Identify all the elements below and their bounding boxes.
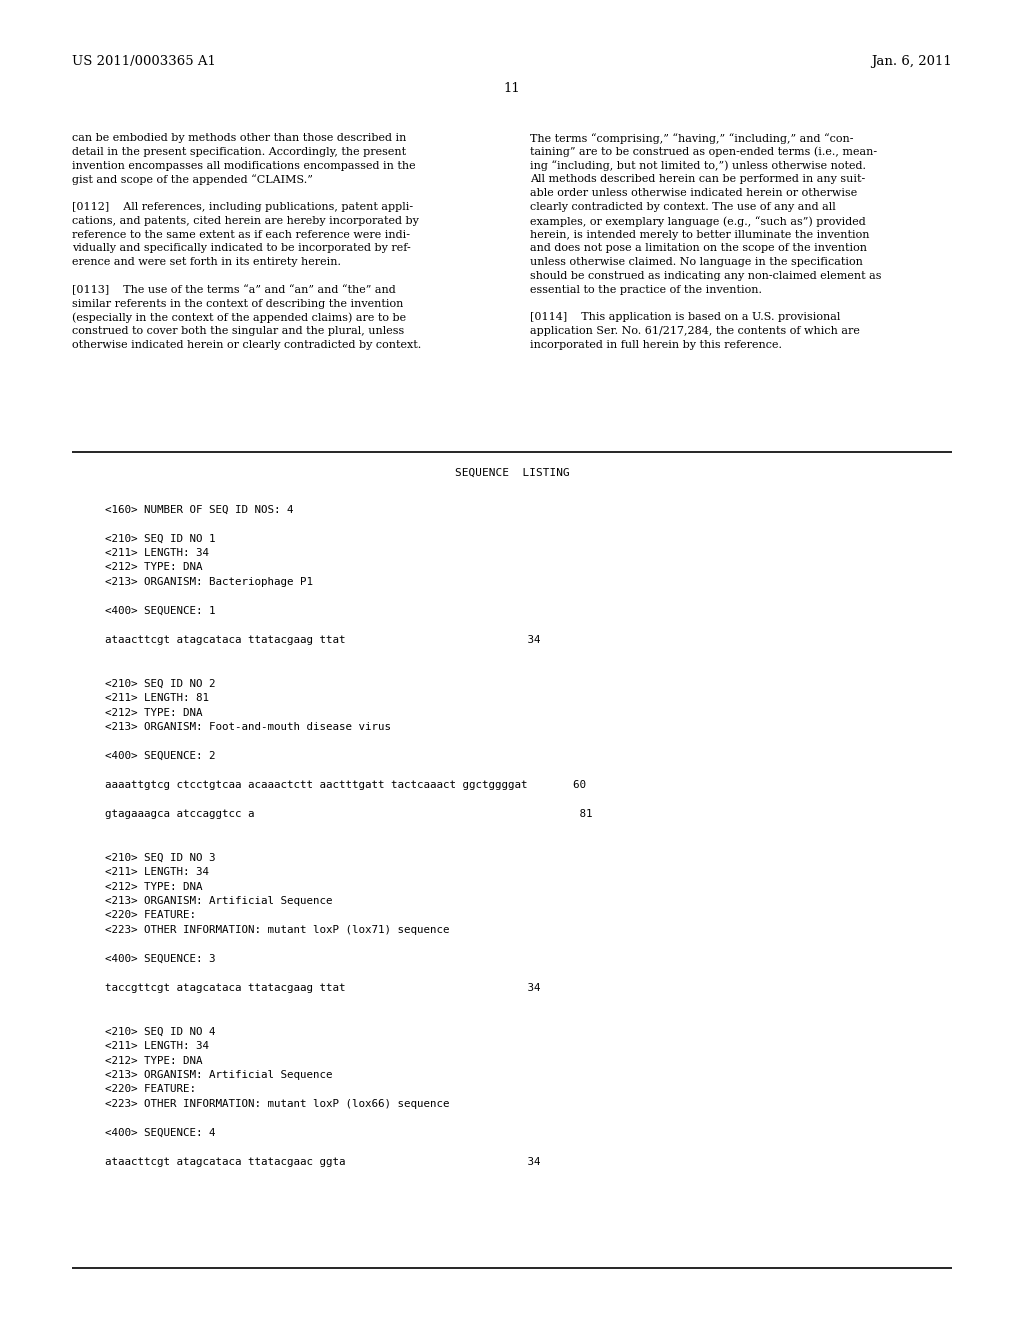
Text: <211> LENGTH: 81: <211> LENGTH: 81 <box>105 693 209 704</box>
Text: <212> TYPE: DNA: <212> TYPE: DNA <box>105 708 203 718</box>
Text: <212> TYPE: DNA: <212> TYPE: DNA <box>105 1056 203 1065</box>
Text: <160> NUMBER OF SEQ ID NOS: 4: <160> NUMBER OF SEQ ID NOS: 4 <box>105 504 294 515</box>
Text: <211> LENGTH: 34: <211> LENGTH: 34 <box>105 867 209 876</box>
Text: ataacttcgt atagcataca ttatacgaac ggta                            34: ataacttcgt atagcataca ttatacgaac ggta 34 <box>105 1158 541 1167</box>
Text: (especially in the context of the appended claims) are to be: (especially in the context of the append… <box>72 313 407 323</box>
Text: essential to the practice of the invention.: essential to the practice of the inventi… <box>530 285 762 294</box>
Text: herein, is intended merely to better illuminate the invention: herein, is intended merely to better ill… <box>530 230 869 240</box>
Text: The terms “comprising,” “having,” “including,” and “con-: The terms “comprising,” “having,” “inclu… <box>530 133 853 144</box>
Text: cations, and patents, cited herein are hereby incorporated by: cations, and patents, cited herein are h… <box>72 215 419 226</box>
Text: examples, or exemplary language (e.g., “such as”) provided: examples, or exemplary language (e.g., “… <box>530 215 865 227</box>
Text: <400> SEQUENCE: 3: <400> SEQUENCE: 3 <box>105 954 215 964</box>
Text: detail in the present specification. Accordingly, the present: detail in the present specification. Acc… <box>72 147 407 157</box>
Text: gtagaaagca atccaggtcc a                                                  81: gtagaaagca atccaggtcc a 81 <box>105 809 593 818</box>
Text: <210> SEQ ID NO 1: <210> SEQ ID NO 1 <box>105 533 215 544</box>
Text: [0113]    The use of the terms “a” and “an” and “the” and: [0113] The use of the terms “a” and “an”… <box>72 285 395 296</box>
Text: <223> OTHER INFORMATION: mutant loxP (lox71) sequence: <223> OTHER INFORMATION: mutant loxP (lo… <box>105 925 450 935</box>
Text: invention encompasses all modifications encompassed in the: invention encompasses all modifications … <box>72 161 416 170</box>
Text: taccgttcgt atagcataca ttatacgaag ttat                            34: taccgttcgt atagcataca ttatacgaag ttat 34 <box>105 983 541 993</box>
Text: <400> SEQUENCE: 4: <400> SEQUENCE: 4 <box>105 1129 215 1138</box>
Text: <211> LENGTH: 34: <211> LENGTH: 34 <box>105 548 209 558</box>
Text: <213> ORGANISM: Artificial Sequence: <213> ORGANISM: Artificial Sequence <box>105 896 333 906</box>
Text: <400> SEQUENCE: 1: <400> SEQUENCE: 1 <box>105 606 215 616</box>
Text: <213> ORGANISM: Artificial Sequence: <213> ORGANISM: Artificial Sequence <box>105 1071 333 1080</box>
Text: <220> FEATURE:: <220> FEATURE: <box>105 911 196 920</box>
Text: SEQUENCE  LISTING: SEQUENCE LISTING <box>455 469 569 478</box>
Text: unless otherwise claimed. No language in the specification: unless otherwise claimed. No language in… <box>530 257 863 267</box>
Text: ataacttcgt atagcataca ttatacgaag ttat                            34: ataacttcgt atagcataca ttatacgaag ttat 34 <box>105 635 541 645</box>
Text: reference to the same extent as if each reference were indi-: reference to the same extent as if each … <box>72 230 410 240</box>
Text: aaaattgtcg ctcctgtcaa acaaactctt aactttgatt tactcaaact ggctggggat       60: aaaattgtcg ctcctgtcaa acaaactctt aactttg… <box>105 780 586 789</box>
Text: All methods described herein can be performed in any suit-: All methods described herein can be perf… <box>530 174 865 185</box>
Text: [0112]    All references, including publications, patent appli-: [0112] All references, including publica… <box>72 202 413 213</box>
Text: should be construed as indicating any non-claimed element as: should be construed as indicating any no… <box>530 271 882 281</box>
Text: erence and were set forth in its entirety herein.: erence and were set forth in its entiret… <box>72 257 341 267</box>
Text: [0114]    This application is based on a U.S. provisional: [0114] This application is based on a U.… <box>530 313 841 322</box>
Text: can be embodied by methods other than those described in: can be embodied by methods other than th… <box>72 133 407 143</box>
Text: able order unless otherwise indicated herein or otherwise: able order unless otherwise indicated he… <box>530 189 857 198</box>
Text: 11: 11 <box>504 82 520 95</box>
Text: <212> TYPE: DNA: <212> TYPE: DNA <box>105 562 203 573</box>
Text: application Ser. No. 61/217,284, the contents of which are: application Ser. No. 61/217,284, the con… <box>530 326 860 337</box>
Text: vidually and specifically indicated to be incorporated by ref-: vidually and specifically indicated to b… <box>72 243 411 253</box>
Text: <212> TYPE: DNA: <212> TYPE: DNA <box>105 882 203 891</box>
Text: <213> ORGANISM: Foot-and-mouth disease virus: <213> ORGANISM: Foot-and-mouth disease v… <box>105 722 391 733</box>
Text: construed to cover both the singular and the plural, unless: construed to cover both the singular and… <box>72 326 404 337</box>
Text: US 2011/0003365 A1: US 2011/0003365 A1 <box>72 55 216 69</box>
Text: <211> LENGTH: 34: <211> LENGTH: 34 <box>105 1041 209 1051</box>
Text: gist and scope of the appended “CLAIMS.”: gist and scope of the appended “CLAIMS.” <box>72 174 313 185</box>
Text: and does not pose a limitation on the scope of the invention: and does not pose a limitation on the sc… <box>530 243 867 253</box>
Text: similar referents in the context of describing the invention: similar referents in the context of desc… <box>72 298 403 309</box>
Text: taining” are to be construed as open-ended terms (i.e., mean-: taining” are to be construed as open-end… <box>530 147 878 157</box>
Text: <210> SEQ ID NO 4: <210> SEQ ID NO 4 <box>105 1027 215 1036</box>
Text: <213> ORGANISM: Bacteriophage P1: <213> ORGANISM: Bacteriophage P1 <box>105 577 313 587</box>
Text: incorporated in full herein by this reference.: incorporated in full herein by this refe… <box>530 341 782 350</box>
Text: otherwise indicated herein or clearly contradicted by context.: otherwise indicated herein or clearly co… <box>72 341 421 350</box>
Text: <400> SEQUENCE: 2: <400> SEQUENCE: 2 <box>105 751 215 762</box>
Text: <220> FEATURE:: <220> FEATURE: <box>105 1085 196 1094</box>
Text: <210> SEQ ID NO 2: <210> SEQ ID NO 2 <box>105 678 215 689</box>
Text: <223> OTHER INFORMATION: mutant loxP (lox66) sequence: <223> OTHER INFORMATION: mutant loxP (lo… <box>105 1100 450 1109</box>
Text: clearly contradicted by context. The use of any and all: clearly contradicted by context. The use… <box>530 202 836 213</box>
Text: ing “including, but not limited to,”) unless otherwise noted.: ing “including, but not limited to,”) un… <box>530 161 866 172</box>
Text: <210> SEQ ID NO 3: <210> SEQ ID NO 3 <box>105 853 215 862</box>
Text: Jan. 6, 2011: Jan. 6, 2011 <box>871 55 952 69</box>
